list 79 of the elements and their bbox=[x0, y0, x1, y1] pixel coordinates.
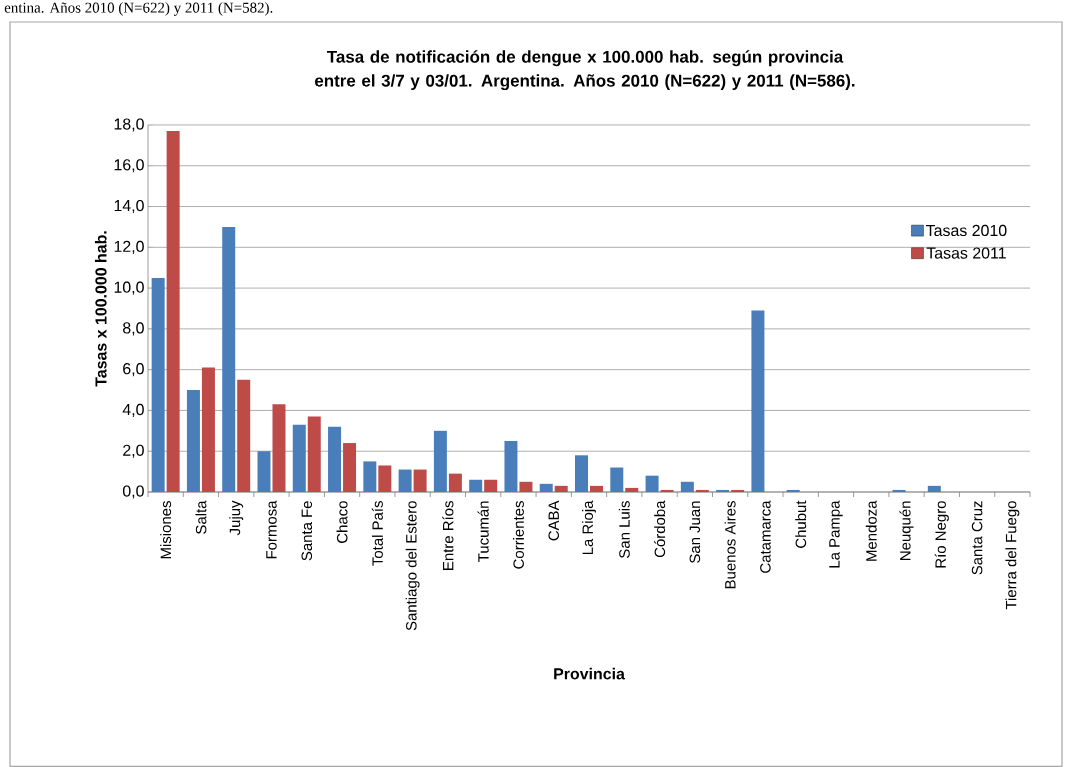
bar bbox=[610, 467, 624, 492]
x-tick-label: Entre Ríos bbox=[442, 501, 454, 570]
x-tick-label: La Pampa bbox=[829, 500, 843, 568]
bar bbox=[237, 379, 251, 492]
y-tick-label: 14,0 bbox=[114, 199, 144, 214]
bar bbox=[398, 469, 412, 492]
y-tick-label: 6,0 bbox=[123, 363, 144, 377]
x-tick-label: Santa Fe bbox=[301, 501, 313, 561]
bar bbox=[433, 430, 447, 492]
bar bbox=[716, 489, 730, 492]
bar bbox=[695, 489, 709, 492]
bar bbox=[378, 465, 392, 492]
y-axis-title: Tasas x 100.000 hab. bbox=[94, 231, 107, 387]
bar bbox=[151, 277, 165, 492]
bar bbox=[222, 226, 236, 492]
bar bbox=[519, 481, 533, 492]
x-tick-label: Río Negro bbox=[934, 501, 949, 568]
bar bbox=[166, 131, 180, 492]
x-tick-label: Catamarca bbox=[760, 500, 771, 573]
bar bbox=[575, 455, 589, 492]
y-tick-label: 4,0 bbox=[122, 403, 144, 418]
x-tick-label: Total País bbox=[371, 501, 383, 566]
bar bbox=[660, 489, 674, 492]
y-tick-label: 0,0 bbox=[122, 485, 144, 499]
x-tick-label: Chaco bbox=[336, 501, 348, 543]
chart-title: Tasa de notificación de dengue x 100.000 hab. según provincia entre el 3/7 y 03/01. Argentina. Años 2010 (N=622) y 2011 (N=586). bbox=[315, 50, 855, 91]
x-tick-label: Córdoba bbox=[654, 500, 666, 558]
x-tick-label: Misiones bbox=[160, 501, 172, 559]
y-tick-label: 12,0 bbox=[114, 240, 144, 254]
x-tick-label: San Juan bbox=[689, 501, 701, 563]
x-tick-label: Jujuy bbox=[229, 500, 244, 536]
x-tick-label: San Luis bbox=[618, 501, 630, 558]
x-tick-label: Salta bbox=[195, 500, 207, 534]
x-tick-label: Buenos Aires bbox=[724, 501, 736, 589]
x-tick-label: Tucumán bbox=[477, 501, 489, 562]
text: entina. Años 2010 (N=622) y 2011 (N=582). bbox=[4, 2, 273, 16]
x-tick-label: Santa Cruz bbox=[971, 501, 983, 575]
bar bbox=[363, 461, 377, 492]
bar bbox=[469, 479, 483, 492]
bar bbox=[186, 390, 200, 492]
x-tick-label: La Rioja bbox=[582, 500, 596, 555]
bar bbox=[201, 367, 215, 492]
x-tick-label: Chubut bbox=[795, 500, 807, 548]
y-tick-label: 2,0 bbox=[123, 444, 144, 458]
bar bbox=[645, 475, 659, 492]
x-axis-title: Provincia bbox=[554, 667, 625, 680]
bar bbox=[625, 487, 639, 492]
legend-label: Tasas 2011 bbox=[926, 247, 1006, 259]
bar bbox=[413, 469, 427, 492]
x-tick-label: Neuquén bbox=[899, 501, 914, 560]
bar bbox=[504, 441, 518, 492]
bar bbox=[786, 489, 800, 492]
bar bbox=[590, 485, 604, 492]
bar bbox=[554, 485, 568, 492]
bar bbox=[292, 424, 306, 492]
bar bbox=[307, 416, 321, 492]
bar bbox=[927, 485, 941, 492]
x-tick-label: Santiago del Estero bbox=[405, 501, 420, 631]
y-tick-label: 10,0 bbox=[114, 281, 144, 295]
bar bbox=[680, 481, 694, 492]
bar bbox=[257, 451, 271, 492]
x-tick-label: Formosa bbox=[266, 500, 277, 559]
y-tick-label: 16,0 bbox=[114, 159, 144, 173]
legend-label: Tasas 2010 bbox=[926, 224, 1007, 237]
x-tick-label: Mendoza bbox=[865, 500, 877, 561]
bar bbox=[892, 489, 906, 492]
y-tick-label: 8,0 bbox=[123, 322, 144, 336]
x-tick-label: CABA bbox=[548, 500, 560, 541]
bar bbox=[731, 489, 745, 492]
bar bbox=[272, 404, 286, 492]
bar bbox=[751, 310, 765, 492]
y-tick-label: 18,0 bbox=[114, 118, 144, 132]
bar bbox=[328, 426, 342, 492]
x-tick-label: Corrientes bbox=[512, 501, 524, 569]
bar bbox=[448, 473, 462, 492]
bar bbox=[343, 443, 357, 492]
bar bbox=[539, 483, 553, 492]
x-tick-label: Tierra del Fuego bbox=[1005, 501, 1020, 610]
bar bbox=[484, 479, 498, 492]
